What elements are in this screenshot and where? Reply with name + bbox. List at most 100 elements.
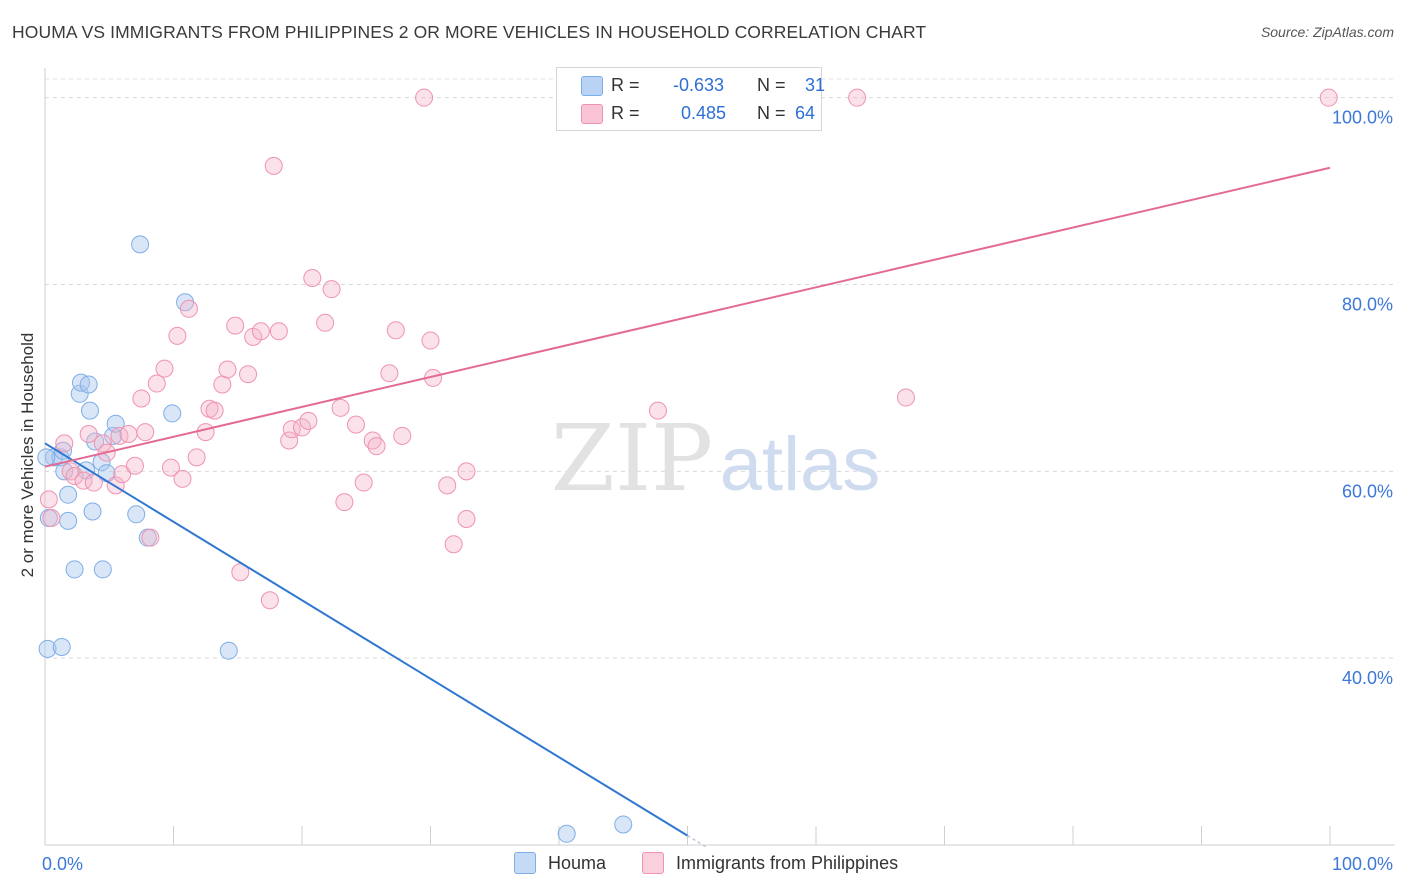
chart-title: HOUMA VS IMMIGRANTS FROM PHILIPPINES 2 O… bbox=[12, 22, 927, 42]
philippines-point bbox=[367, 437, 386, 456]
philippines-point bbox=[179, 299, 198, 318]
houma-point bbox=[106, 414, 125, 433]
houma-point bbox=[83, 502, 102, 521]
y-tick-label: 80.0% bbox=[1342, 295, 1393, 315]
axes bbox=[44, 68, 1395, 846]
tick-labels: 40.0% 60.0% 80.0% 100.0% 0.0% 100.0% bbox=[42, 108, 1393, 874]
y-tick-label: 100.0% bbox=[1332, 108, 1393, 128]
philippines-point bbox=[79, 424, 98, 443]
houma-point bbox=[59, 511, 78, 530]
philippines-point bbox=[39, 490, 58, 509]
philippines-point bbox=[205, 401, 224, 420]
philippines-point bbox=[168, 326, 187, 345]
philippines-point bbox=[260, 591, 279, 610]
philippines-point bbox=[110, 426, 129, 445]
philippines-point bbox=[335, 493, 354, 512]
philippines-point bbox=[42, 509, 61, 528]
n-label: N = bbox=[757, 74, 786, 95]
philippines-point bbox=[346, 415, 365, 434]
philippines-point bbox=[896, 388, 915, 407]
philippines-point bbox=[303, 268, 322, 287]
houma-point bbox=[71, 373, 90, 392]
data-points bbox=[37, 88, 1338, 843]
philippines-point bbox=[239, 365, 258, 384]
houma-legend-swatch bbox=[514, 852, 536, 874]
philippines-legend-swatch bbox=[642, 852, 664, 874]
philippines-point bbox=[125, 456, 144, 475]
philippines-point bbox=[141, 528, 160, 547]
r-label: R = bbox=[611, 102, 640, 123]
legend-item-philippines[interactable]: Immigrants from Philippines bbox=[642, 852, 898, 874]
houma-point bbox=[86, 432, 105, 451]
philippines-point bbox=[55, 434, 74, 453]
houma-point bbox=[614, 815, 633, 834]
watermark-atlas: atlas bbox=[720, 422, 881, 507]
legend-label: Houma bbox=[548, 852, 607, 873]
philippines-point bbox=[155, 359, 174, 378]
philippines-point bbox=[444, 535, 463, 554]
philippines-point bbox=[173, 469, 192, 488]
philippines-point bbox=[269, 322, 288, 341]
x-tick-label: 0.0% bbox=[42, 854, 83, 874]
philippines-point bbox=[187, 448, 206, 467]
philippines-point bbox=[213, 375, 232, 394]
philippines-point bbox=[119, 424, 138, 443]
stats-box: R = -0.633 N = 31 R = 0.485 N = 64 bbox=[556, 67, 825, 131]
philippines-point bbox=[136, 423, 155, 442]
philippines-point bbox=[113, 465, 132, 484]
philippines-point bbox=[264, 156, 283, 175]
philippines-swatch bbox=[581, 104, 603, 124]
trend-lines bbox=[44, 166, 1331, 849]
philippines-trend-line bbox=[44, 166, 1331, 468]
philippines-point bbox=[280, 431, 299, 450]
philippines-point bbox=[457, 462, 476, 481]
philippines-point bbox=[65, 467, 84, 486]
philippines-point bbox=[226, 316, 245, 335]
philippines-point bbox=[438, 476, 457, 495]
philippines-point bbox=[380, 364, 399, 383]
philippines-point bbox=[322, 280, 341, 299]
philippines-point bbox=[161, 458, 180, 477]
houma-point bbox=[557, 824, 576, 843]
source-credit: Source: ZipAtlas.com bbox=[1260, 24, 1394, 40]
philippines-point bbox=[415, 88, 434, 107]
philippines-point bbox=[293, 418, 311, 437]
x-tick-label: 100.0% bbox=[1332, 854, 1393, 874]
houma-point bbox=[38, 639, 57, 658]
philippines-point bbox=[147, 374, 166, 393]
philippines-point bbox=[93, 434, 112, 453]
philippines-point bbox=[421, 331, 440, 350]
legend-label: Immigrants from Philippines bbox=[676, 852, 899, 873]
houma-point bbox=[59, 485, 78, 504]
watermark-zip: ZIP bbox=[551, 405, 713, 512]
r-value: 0.485 bbox=[681, 102, 727, 123]
houma-point bbox=[53, 441, 72, 460]
philippines-point bbox=[393, 426, 412, 445]
philippines-point bbox=[648, 401, 667, 420]
y-tick-label: 60.0% bbox=[1342, 481, 1393, 501]
houma-point bbox=[93, 560, 112, 579]
philippines-point bbox=[299, 411, 318, 430]
r-value: -0.633 bbox=[673, 74, 725, 95]
philippines-point bbox=[331, 398, 350, 417]
houma-point bbox=[80, 401, 99, 420]
houma-trend-line bbox=[44, 442, 689, 837]
philippines-point bbox=[848, 88, 867, 107]
watermark: ZIP atlas bbox=[551, 405, 880, 512]
philippines-point bbox=[316, 313, 335, 332]
legend-item-houma[interactable]: Houma bbox=[514, 852, 606, 874]
n-label: N = bbox=[757, 102, 786, 123]
houma-swatch bbox=[581, 76, 603, 96]
philippines-point bbox=[457, 509, 476, 528]
philippines-point bbox=[218, 360, 237, 379]
houma-point bbox=[37, 448, 56, 467]
philippines-point bbox=[132, 389, 151, 408]
houma-point bbox=[163, 404, 182, 423]
philippines-point bbox=[386, 321, 405, 340]
houma-point bbox=[52, 637, 71, 656]
philippines-point bbox=[1319, 88, 1338, 107]
houma-point bbox=[219, 641, 238, 660]
philippines-point bbox=[251, 322, 270, 341]
y-tick-label: 40.0% bbox=[1342, 668, 1393, 688]
